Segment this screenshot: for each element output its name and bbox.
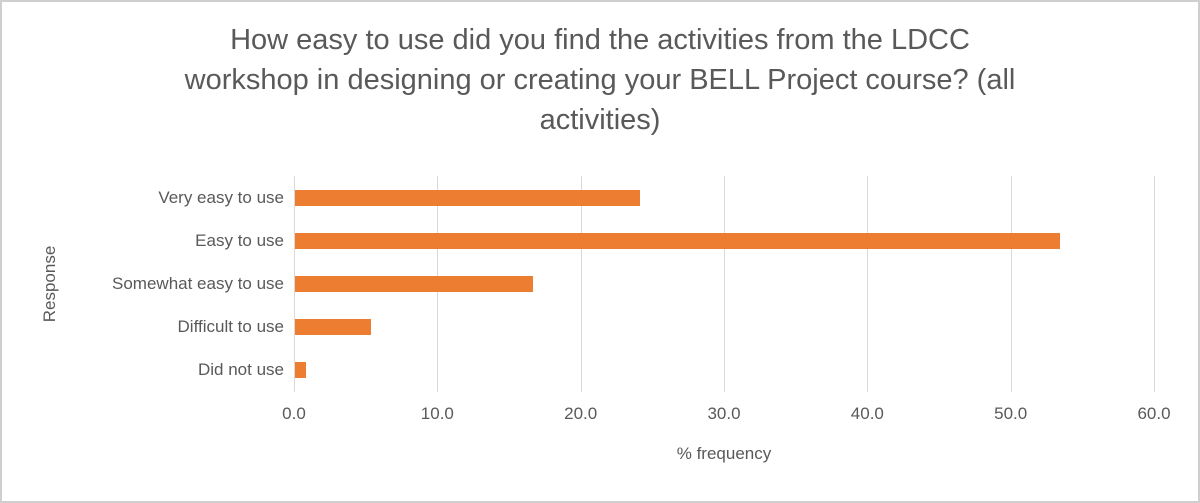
category-label: Easy to use [195,230,284,250]
x-tick-label: 10.0 [420,404,454,423]
y-axis-line [294,176,295,392]
chart-title-line: How easy to use did you find the activit… [230,24,970,56]
category-labels: Very easy to use Easy to use Somewhat easy… [42,176,284,392]
bar [295,232,1061,249]
gridline [1010,176,1012,392]
bar [295,362,307,379]
category-label: Very easy to use [158,187,284,207]
x-tick-label: 20.0 [564,404,598,423]
gridline [580,176,582,392]
gridline [724,176,725,392]
x-tick-label: 30.0 [707,404,741,423]
gridline [1154,176,1155,392]
x-tick-label: 50.0 [994,404,1028,423]
chart-title-line: activities) [539,104,661,136]
x-axis-title: % frequency [676,444,772,463]
gridline [867,176,869,392]
bar-series [295,176,1155,392]
bar [295,276,533,292]
bar [295,319,371,336]
bar [295,189,641,206]
x-tick-labels: 0.0 10.0 20.0 30.0 40.0 50.0 60.0 [282,404,1170,426]
plot-area [294,176,1155,392]
x-tick-label: 40.0 [850,404,884,423]
chart-title: How easy to use did you find the activit… [75,20,1125,140]
chart-title-line: workshop in designing or creating your B… [184,64,1016,96]
category-label: Did not use [198,360,284,380]
x-tick-label: 60.0 [1137,404,1171,423]
x-tick-label: 0.0 [282,404,306,423]
category-label: Difficult to use [177,317,284,337]
category-label: Somewhat easy to use [112,273,284,293]
